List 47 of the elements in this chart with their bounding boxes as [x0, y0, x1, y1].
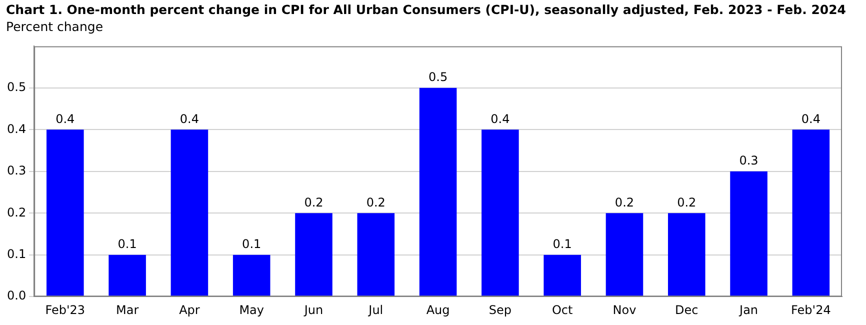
x-tick-label: Apr [179, 302, 200, 317]
x-tick-label: May [239, 302, 264, 317]
data-label: 0.2 [614, 195, 634, 210]
y-tick-label: 0.5 [6, 80, 26, 94]
bar [232, 254, 270, 296]
data-label: 0.1 [242, 236, 262, 251]
x-tick-label: Mar [116, 302, 139, 317]
chart-title: Chart 1. One-month percent change in CPI for All Urban Consumers (CPI-U), seasonally adjusted, Feb. 2023 - Feb. 2024 [6, 2, 846, 17]
data-label: 0.4 [56, 112, 75, 126]
bar [544, 254, 581, 296]
bar [482, 130, 519, 296]
bar [730, 171, 768, 296]
data-label: 0.2 [304, 195, 324, 210]
bar [357, 213, 395, 296]
data-label: 0.4 [490, 112, 510, 126]
x-tick-label: Oct [552, 302, 574, 317]
bar [170, 130, 208, 296]
x-tick-label: Sep [488, 302, 512, 317]
y-tick-label: 0.3 [6, 164, 26, 178]
x-tick-label: Jul [368, 302, 384, 317]
bar [792, 130, 830, 296]
bar [606, 213, 644, 296]
x-tick-label: Feb'24 [791, 302, 831, 317]
data-label: 0.1 [118, 236, 137, 251]
data-label: 0.2 [366, 195, 386, 210]
x-tick-label: Nov [612, 302, 636, 317]
bar [295, 213, 332, 296]
x-tick-label: Aug [426, 302, 450, 317]
data-label: 0.1 [552, 236, 572, 251]
y-tick-label: 0.4 [6, 122, 26, 136]
data-label: 0.4 [801, 112, 820, 126]
y-tick-label: 0.1 [6, 246, 26, 261]
bar [419, 88, 457, 296]
x-tick-label: Dec [675, 302, 698, 317]
y-tick-label: 0.0 [6, 288, 26, 303]
x-tick-label: Feb'23 [45, 302, 86, 317]
data-label: 0.4 [180, 112, 199, 126]
y-tick-label: 0.2 [6, 205, 26, 220]
data-label: 0.3 [739, 154, 758, 168]
data-label: 0.5 [428, 70, 448, 84]
data-label: 0.2 [677, 195, 696, 210]
x-tick-label: Jan [738, 302, 758, 317]
bar [108, 254, 146, 296]
y-axis-title: Percent change [6, 19, 104, 34]
bar [46, 130, 84, 296]
x-tick-label: Jun [303, 302, 324, 317]
bar [668, 213, 706, 296]
